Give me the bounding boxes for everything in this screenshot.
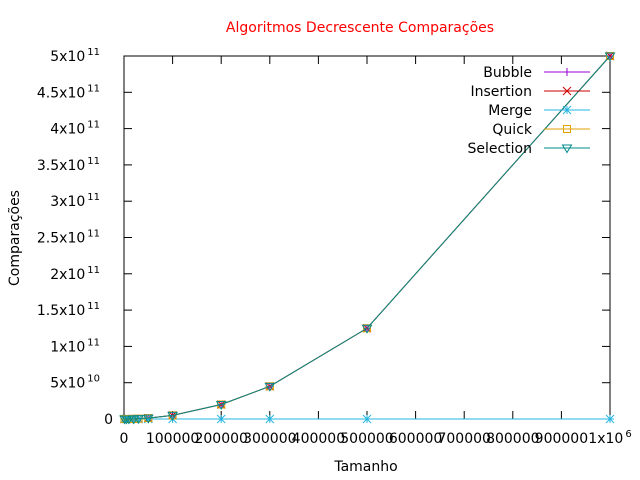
x-tick-label: 1x10 6 bbox=[588, 429, 631, 447]
x-tick-label: 400000 bbox=[292, 431, 345, 447]
plot-area-border bbox=[123, 55, 611, 420]
data-point-selection bbox=[133, 415, 144, 425]
x-tick-label: 800000 bbox=[486, 431, 539, 447]
series-line-bubble bbox=[124, 55, 611, 420]
y-tick-label-base: 3.5x10 bbox=[37, 158, 85, 174]
y-tick-label: 4.5x10 11 bbox=[37, 83, 100, 101]
y-tick-label: 3.5x10 11 bbox=[37, 156, 100, 174]
y-tick-label-base: 5x10 bbox=[50, 376, 85, 392]
series-line-insertion bbox=[124, 55, 611, 420]
y-tick-label: 1.5x10 11 bbox=[37, 301, 100, 319]
series-line-selection bbox=[124, 55, 611, 420]
y-tick-label-base: 4x10 bbox=[50, 122, 85, 138]
series-merge bbox=[120, 414, 615, 424]
x-tick-label: 600000 bbox=[389, 431, 442, 447]
y-tick-label-exponent: 11 bbox=[87, 47, 100, 58]
series-layer bbox=[119, 51, 616, 425]
series-line-quick bbox=[124, 55, 611, 420]
x-tick-label: 500000 bbox=[340, 431, 393, 447]
y-tick-label-exponent: 10 bbox=[87, 374, 100, 385]
chart-title: Algoritmos Decrescente Comparações bbox=[226, 20, 494, 36]
legend-marker-selection bbox=[561, 144, 573, 154]
x-tick-label: 0 bbox=[120, 431, 129, 447]
y-tick-label-base: 2.5x10 bbox=[37, 231, 85, 247]
legend: Bubble Insertion Merge Quick Selection bbox=[467, 65, 590, 157]
y-tick-label: 0 bbox=[104, 412, 113, 428]
y-tick-label-base: 0 bbox=[104, 412, 113, 428]
series-quick bbox=[120, 52, 614, 423]
x-tick-label: 300000 bbox=[243, 431, 296, 447]
y-tick-label: 5x10 10 bbox=[50, 374, 100, 392]
data-point-merge bbox=[605, 414, 615, 424]
x-tick-label: 700000 bbox=[437, 431, 490, 447]
data-point-merge bbox=[265, 414, 275, 424]
data-point-selection bbox=[142, 414, 154, 424]
y-tick-label: 3x10 11 bbox=[50, 192, 100, 210]
x-tick-label-exponent: 6 bbox=[625, 429, 631, 440]
y-tick-label-base: 3x10 bbox=[50, 194, 85, 210]
y-tick-label-base: 1x10 bbox=[50, 339, 85, 355]
y-tick-label: 1x10 11 bbox=[50, 337, 100, 355]
x-tick-label: 200000 bbox=[194, 431, 247, 447]
y-tick-label-exponent: 11 bbox=[87, 265, 100, 276]
x-tick-label-base: 700000 bbox=[437, 431, 490, 447]
y-tick-label: 5x10 11 bbox=[50, 47, 100, 65]
y-tick-label-exponent: 11 bbox=[87, 229, 100, 240]
series-selection bbox=[119, 52, 616, 425]
x-tick-label-base: 800000 bbox=[486, 431, 539, 447]
series-insertion bbox=[120, 51, 615, 424]
data-point-selection bbox=[264, 382, 276, 392]
x-tick-label: 100000 bbox=[146, 431, 199, 447]
legend-label-quick: Quick bbox=[492, 122, 532, 138]
legend-marker-merge bbox=[562, 105, 572, 115]
data-point-merge bbox=[362, 414, 372, 424]
y-tick-label: 2.5x10 11 bbox=[37, 229, 100, 247]
data-point-merge bbox=[143, 414, 153, 424]
x-axis-ticks: 0 100000200000300000400000500000600000700… bbox=[120, 56, 632, 447]
y-tick-label-base: 4.5x10 bbox=[37, 85, 85, 101]
x-axis-label: Tamanho bbox=[333, 459, 397, 475]
y-tick-label-base: 5x10 bbox=[50, 49, 85, 65]
data-point-selection bbox=[361, 324, 373, 334]
data-point-selection bbox=[167, 411, 178, 421]
x-tick-label-base: 100000 bbox=[146, 431, 199, 447]
x-tick-label: 900000 bbox=[535, 431, 588, 447]
x-tick-label-base: 300000 bbox=[243, 431, 296, 447]
legend-marker-insertion bbox=[562, 86, 572, 96]
series-bubble bbox=[120, 52, 614, 423]
y-tick-label-exponent: 11 bbox=[87, 301, 100, 312]
y-tick-label-base: 2x10 bbox=[50, 267, 85, 283]
x-tick-label-base: 0 bbox=[120, 431, 129, 447]
x-tick-label-base: 900000 bbox=[535, 431, 588, 447]
x-tick-label-base: 600000 bbox=[389, 431, 442, 447]
x-tick-label-base: 200000 bbox=[194, 431, 247, 447]
x-tick-label-base: 1x10 bbox=[588, 431, 623, 447]
y-tick-label-exponent: 11 bbox=[87, 83, 100, 94]
y-tick-label-exponent: 11 bbox=[87, 192, 100, 203]
data-point-selection bbox=[215, 400, 227, 410]
legend-label-selection: Selection bbox=[467, 141, 532, 157]
legend-label-merge: Merge bbox=[488, 103, 532, 119]
legend-label-insertion: Insertion bbox=[471, 84, 532, 100]
x-tick-label-base: 500000 bbox=[340, 431, 393, 447]
data-point-selection bbox=[604, 52, 616, 62]
y-tick-label-exponent: 11 bbox=[87, 156, 100, 167]
legend-marker-quick bbox=[563, 125, 571, 133]
y-tick-label-exponent: 11 bbox=[87, 120, 100, 131]
data-point-merge bbox=[216, 414, 226, 424]
legend-label-bubble: Bubble bbox=[483, 65, 532, 81]
y-tick-label-exponent: 11 bbox=[87, 337, 100, 348]
legend-marker-bubble bbox=[563, 68, 571, 76]
y-axis-label: Comparações bbox=[7, 190, 23, 286]
y-tick-label: 2x10 11 bbox=[50, 265, 100, 283]
y-tick-label: 4x10 11 bbox=[50, 120, 100, 138]
x-tick-label-base: 400000 bbox=[292, 431, 345, 447]
y-tick-label-base: 1.5x10 bbox=[37, 303, 85, 319]
